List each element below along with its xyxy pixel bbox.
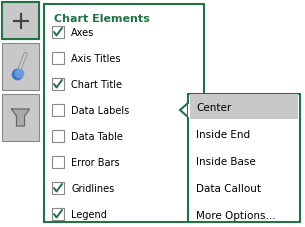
- FancyBboxPatch shape: [52, 208, 64, 220]
- FancyBboxPatch shape: [52, 131, 64, 142]
- Text: Data Table: Data Table: [71, 131, 123, 141]
- FancyBboxPatch shape: [52, 105, 64, 116]
- FancyBboxPatch shape: [52, 182, 64, 194]
- Text: More Options...: More Options...: [196, 210, 276, 220]
- FancyBboxPatch shape: [188, 95, 300, 222]
- Point: [16, 72, 21, 76]
- FancyBboxPatch shape: [52, 79, 64, 91]
- FancyBboxPatch shape: [52, 156, 64, 168]
- FancyBboxPatch shape: [52, 53, 64, 65]
- Text: Legend: Legend: [71, 209, 107, 219]
- Text: Inside End: Inside End: [196, 129, 250, 139]
- Polygon shape: [12, 109, 30, 126]
- Text: Chart Title: Chart Title: [71, 80, 122, 90]
- FancyBboxPatch shape: [2, 95, 39, 141]
- Text: Data Callout: Data Callout: [196, 183, 261, 193]
- Text: Inside Base: Inside Base: [196, 156, 256, 166]
- Text: Data Labels: Data Labels: [71, 106, 129, 116]
- Text: Error Bars: Error Bars: [71, 157, 120, 167]
- FancyBboxPatch shape: [2, 3, 39, 40]
- Text: Axis Titles: Axis Titles: [71, 54, 120, 64]
- FancyBboxPatch shape: [188, 104, 190, 117]
- FancyBboxPatch shape: [190, 95, 298, 119]
- Text: Axes: Axes: [71, 28, 94, 38]
- Point: [14, 73, 19, 76]
- Text: Chart Elements: Chart Elements: [54, 14, 150, 24]
- Polygon shape: [200, 106, 209, 116]
- Text: Gridlines: Gridlines: [71, 183, 114, 193]
- FancyBboxPatch shape: [52, 27, 64, 39]
- Polygon shape: [180, 104, 188, 118]
- FancyBboxPatch shape: [2, 3, 39, 40]
- FancyBboxPatch shape: [44, 5, 204, 222]
- FancyBboxPatch shape: [2, 44, 39, 91]
- Text: Center: Center: [196, 103, 231, 113]
